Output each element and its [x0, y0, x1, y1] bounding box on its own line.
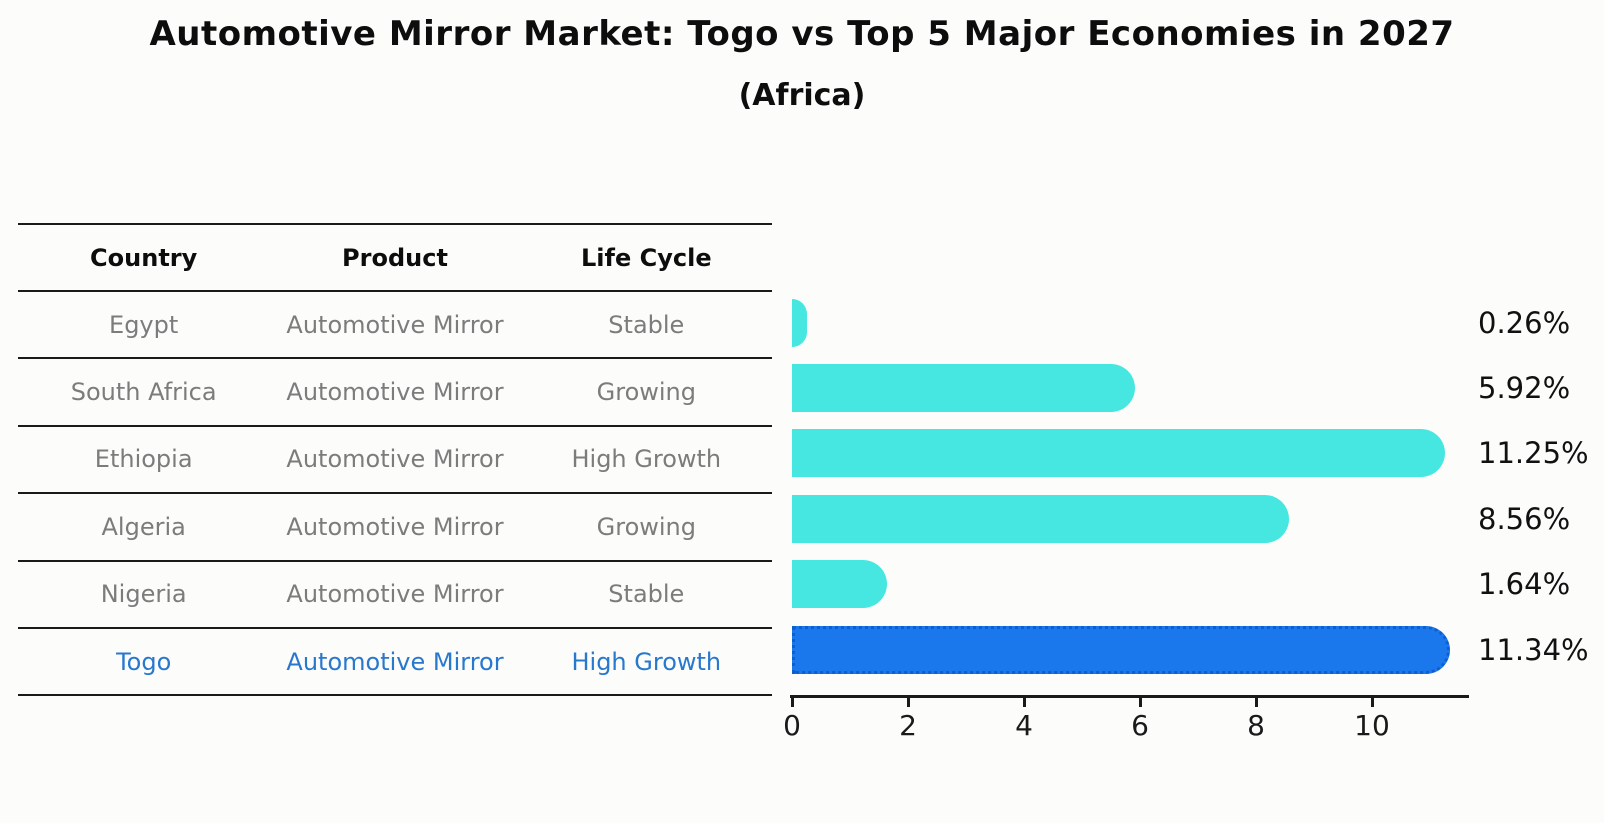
table-row-nigeria: Nigeria Automotive Mirror Stable	[18, 559, 772, 627]
cell-product: Automotive Mirror	[286, 580, 504, 609]
cell-life-cycle: Stable	[608, 310, 685, 339]
x-tick-label: 8	[1247, 709, 1265, 742]
bar-egypt	[792, 298, 808, 347]
chart-subtitle: (Africa)	[738, 78, 866, 113]
x-tick-mark	[1370, 697, 1374, 707]
bar-row-togo: 11.34%	[792, 617, 1604, 682]
bar-togo	[792, 625, 1450, 674]
bar-row-ethiopia: 11.25%	[792, 421, 1604, 486]
x-tick-mark	[1254, 697, 1258, 707]
table-row-south-africa: South Africa Automotive Mirror Growing	[18, 357, 772, 424]
bar-chart: 0.26% 5.92% 11.25% 8.56% 1.64% 11.34%	[792, 290, 1604, 682]
bar-south-africa	[792, 364, 1136, 413]
value-label-algeria: 8.56%	[1478, 501, 1571, 536]
cell-product: Automotive Mirror	[286, 378, 504, 407]
x-tick-mark	[1022, 697, 1026, 707]
cell-life-cycle: High Growth	[571, 445, 722, 474]
bar-row-nigeria: 1.64%	[792, 552, 1604, 617]
table-header-row: Country Product Life Cycle	[18, 223, 772, 290]
comparison-table: Country Product Life Cycle Egypt Automot…	[18, 223, 772, 697]
x-tick-label: 6	[1131, 709, 1149, 742]
value-label-egypt: 0.26%	[1478, 305, 1571, 340]
value-label-nigeria: 1.64%	[1478, 567, 1571, 602]
bar-ethiopia	[792, 429, 1445, 478]
value-label-south-africa: 5.92%	[1478, 371, 1571, 406]
x-tick-label: 4	[1015, 709, 1033, 742]
bar-row-egypt: 0.26%	[792, 290, 1604, 355]
cell-country: Ethiopia	[94, 445, 193, 474]
value-label-togo: 11.34%	[1478, 632, 1589, 667]
table-row-ethiopia: Ethiopia Automotive Mirror High Growth	[18, 424, 772, 492]
cell-product: Automotive Mirror	[286, 445, 504, 474]
column-header-country: Country	[90, 243, 198, 272]
x-tick-mark	[906, 697, 910, 707]
bar-row-south-africa: 5.92%	[792, 355, 1604, 420]
cell-product: Automotive Mirror	[286, 310, 504, 339]
cell-country: South Africa	[70, 378, 217, 407]
cell-life-cycle: Growing	[596, 378, 696, 407]
table-row-togo: Togo Automotive Mirror High Growth	[18, 626, 772, 694]
table-row-egypt: Egypt Automotive Mirror Stable	[18, 290, 772, 357]
cell-country: Egypt	[109, 310, 179, 339]
column-header-life-cycle: Life Cycle	[581, 243, 712, 272]
x-tick-mark	[790, 697, 794, 707]
cell-country: Togo	[116, 647, 172, 676]
chart-title: Automotive Mirror Market: Togo vs Top 5 …	[149, 14, 1455, 54]
cell-country: Algeria	[101, 512, 186, 541]
x-axis	[790, 695, 1469, 698]
bar-row-algeria: 8.56%	[792, 486, 1604, 551]
x-tick-mark	[1138, 697, 1142, 707]
x-tick-label: 10	[1354, 709, 1390, 742]
cell-country: Nigeria	[100, 580, 187, 609]
bar-nigeria	[792, 560, 888, 609]
value-label-ethiopia: 11.25%	[1478, 436, 1589, 471]
table-row-algeria: Algeria Automotive Mirror Growing	[18, 492, 772, 559]
x-tick-label: 0	[783, 709, 801, 742]
bar-algeria	[792, 494, 1289, 543]
cell-life-cycle: High Growth	[571, 647, 722, 676]
cell-product: Automotive Mirror	[286, 512, 504, 541]
cell-product: Automotive Mirror	[286, 647, 504, 676]
cell-life-cycle: Stable	[608, 580, 685, 609]
column-header-product: Product	[342, 243, 448, 272]
cell-life-cycle: Growing	[596, 512, 696, 541]
x-tick-label: 2	[899, 709, 917, 742]
